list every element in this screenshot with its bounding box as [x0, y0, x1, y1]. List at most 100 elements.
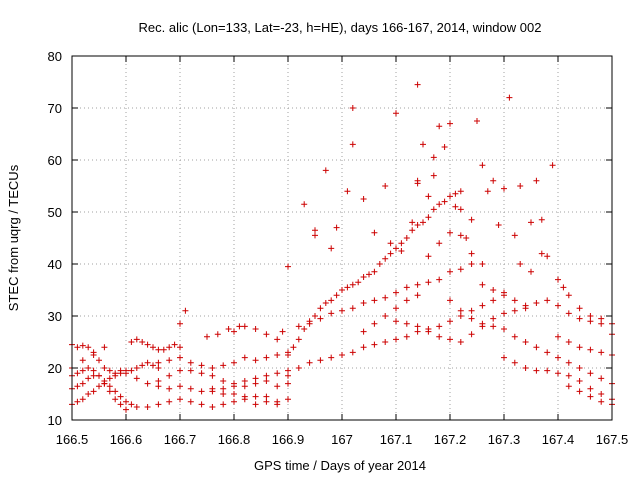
data-point — [79, 342, 86, 349]
data-point — [430, 172, 437, 179]
data-point — [398, 240, 405, 247]
data-point — [360, 328, 367, 335]
data-point — [403, 235, 410, 241]
data-point — [133, 404, 140, 410]
data-point — [349, 105, 356, 111]
data-point — [79, 367, 86, 374]
data-point — [414, 281, 421, 288]
data-point — [166, 372, 173, 379]
data-point — [555, 276, 561, 283]
data-point — [598, 375, 605, 382]
data-point — [376, 261, 383, 267]
data-point — [74, 383, 81, 390]
data-point — [231, 359, 237, 366]
data-point — [452, 190, 459, 197]
x-tick-label: 167.3 — [488, 432, 521, 447]
data-point — [317, 357, 324, 364]
data-point — [436, 240, 443, 247]
data-point — [517, 183, 524, 189]
data-point — [565, 292, 572, 299]
data-point — [171, 341, 178, 348]
data-point — [301, 326, 308, 332]
data-point — [182, 307, 189, 314]
data-point — [528, 268, 534, 275]
data-point — [598, 320, 605, 327]
data-point — [139, 339, 146, 345]
data-point — [96, 383, 102, 390]
data-point — [274, 352, 281, 358]
data-point — [252, 380, 259, 387]
data-point — [123, 406, 129, 413]
data-point — [96, 357, 102, 364]
data-point — [117, 370, 124, 377]
data-point — [414, 292, 421, 299]
data-point — [393, 110, 399, 117]
data-point — [576, 365, 583, 371]
y-tick-label: 60 — [48, 153, 62, 168]
data-point — [468, 250, 475, 257]
x-tick-label: 166.7 — [164, 432, 197, 447]
data-point — [312, 313, 318, 319]
data-point — [511, 333, 518, 340]
data-point — [133, 365, 140, 371]
data-point — [150, 344, 156, 351]
data-point — [220, 378, 227, 384]
data-point — [447, 120, 453, 127]
data-point — [598, 349, 605, 356]
data-point — [263, 393, 270, 400]
data-point — [274, 336, 281, 343]
data-point — [393, 289, 399, 296]
data-point — [285, 352, 291, 358]
data-point — [306, 320, 313, 327]
data-point — [414, 222, 421, 228]
data-point — [360, 274, 367, 280]
data-point — [501, 354, 507, 361]
data-point — [123, 398, 129, 405]
data-point — [90, 388, 97, 395]
data-point — [322, 300, 329, 306]
data-point — [511, 307, 518, 314]
data-point — [490, 177, 497, 184]
data-point — [144, 380, 151, 387]
x-tick-label: 167.2 — [434, 432, 467, 447]
data-point — [333, 292, 340, 299]
data-point — [479, 261, 486, 267]
data-point — [177, 367, 183, 374]
data-point — [279, 328, 286, 335]
data-point — [101, 365, 108, 371]
data-point — [236, 323, 243, 330]
data-point — [74, 344, 81, 351]
data-point — [528, 219, 534, 226]
data-point — [198, 401, 205, 408]
data-point — [414, 328, 421, 335]
data-point — [241, 383, 248, 390]
data-point — [198, 362, 205, 369]
data-point — [198, 388, 205, 395]
y-axis-label: STEC from uqrg / TECUs — [6, 164, 21, 311]
data-point — [371, 320, 378, 327]
data-point — [263, 354, 270, 361]
data-point — [587, 370, 594, 377]
data-point — [393, 336, 399, 343]
data-point — [295, 336, 302, 343]
x-tick-label: 166.9 — [272, 432, 305, 447]
data-point — [231, 391, 237, 397]
data-point — [549, 162, 556, 169]
data-point — [220, 391, 227, 397]
data-point — [328, 310, 335, 317]
data-point — [155, 359, 162, 366]
data-point — [468, 261, 475, 267]
data-point — [155, 365, 162, 371]
data-point — [371, 229, 378, 236]
data-point — [349, 141, 356, 148]
data-point — [128, 401, 135, 408]
data-point — [565, 359, 572, 366]
axis-ticks: 166.5 166.6 166.7 166.8 166.9 167 167.1 167.2 16… — [48, 49, 629, 447]
data-point — [468, 216, 475, 223]
data-point — [555, 333, 561, 340]
y-tick-label: 20 — [48, 361, 62, 376]
data-point — [474, 118, 480, 124]
data-point — [214, 331, 221, 338]
data-point — [544, 253, 551, 260]
data-point — [285, 263, 291, 270]
